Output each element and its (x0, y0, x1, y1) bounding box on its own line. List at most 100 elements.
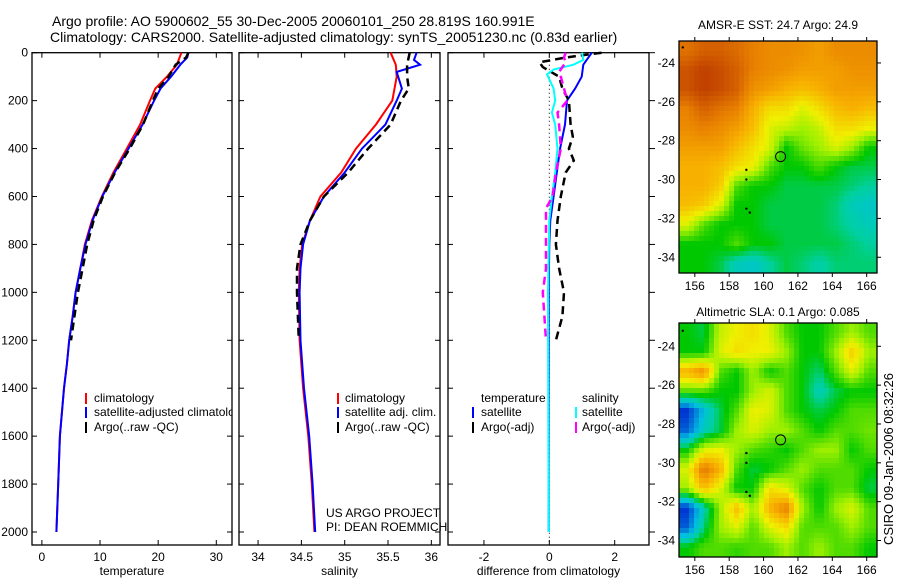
coast-point (745, 461, 748, 465)
x-tick-label: -2 (479, 550, 490, 564)
legend-climatology: climatology (94, 391, 155, 405)
legend-marker (472, 422, 474, 433)
map-y-tick-label: -32 (658, 495, 676, 509)
legend-marker (575, 422, 577, 433)
y-tick-label: 200 (8, 94, 28, 108)
y-tick-label: 400 (8, 142, 28, 156)
y-tick-label: 1000 (1, 285, 28, 299)
map-y-tick-label: -26 (658, 378, 676, 392)
y-tick-label: 1800 (1, 477, 28, 491)
legend-marker (337, 393, 339, 404)
map-x-tick-label: 166 (857, 279, 877, 293)
legend-satellite-adjusted: satellite-adjusted climatology (94, 406, 232, 418)
y-tick-label: 1200 (1, 333, 28, 347)
map-x-tick-label: 160 (754, 563, 774, 577)
x-tick-label: 0 (39, 550, 46, 564)
legend-satellite-adj: satellite adj. clim. (345, 405, 437, 419)
x-tick-label: 34 (251, 550, 265, 564)
x-axis-label: difference from climatology (477, 564, 620, 578)
x-tick-label: 35.5 (376, 550, 400, 564)
y-tick-label: 0 (21, 46, 28, 60)
map-y-tick-label: -24 (658, 56, 676, 70)
sla-map-field (679, 323, 877, 557)
series-satellite-adjusted-climatology (55, 52, 190, 533)
map-x-tick-label: 160 (754, 279, 774, 293)
map-x-tick-label: 164 (822, 279, 842, 293)
coast-point (745, 168, 748, 172)
coast-point (745, 451, 748, 455)
map-x-tick-label: 156 (685, 563, 705, 577)
timestamp-stamp: CSIRO 09-Jan-2006 08:32:26 (881, 373, 896, 545)
x-tick-label: 36 (425, 550, 439, 564)
argo-position-marker (775, 434, 787, 446)
map-y-tick-label: -34 (658, 250, 676, 264)
x-axis-label: temperature (100, 564, 165, 578)
x-tick-label: 0 (546, 550, 553, 564)
legend-marker (472, 407, 474, 418)
legend-marker (85, 422, 87, 433)
series-temperature-argo-adj- (537, 51, 602, 341)
sst-map-field (679, 41, 877, 273)
legend-sal-satellite: satellite (582, 405, 623, 419)
x-tick-label: 34.5 (290, 550, 314, 564)
map-x-tick-label: 156 (685, 279, 705, 293)
x-tick-label: 35 (338, 550, 352, 564)
series-salinity-argo-adj- (541, 52, 569, 341)
legend-marker (85, 393, 87, 404)
map-y-tick-label: -28 (658, 134, 676, 148)
series-satellite-adj-clim- (298, 52, 423, 533)
plot-frame (31, 52, 233, 546)
y-tick-label: 600 (8, 189, 28, 203)
y-tick-label: 800 (8, 237, 28, 251)
coast-point (748, 494, 752, 498)
map-x-tick-label: 166 (857, 563, 877, 577)
y-tick-label: 1600 (1, 429, 28, 443)
sla-map-title: Altimetric SLA: 0.1 Argo: 0.085 (696, 305, 860, 319)
legend-marker (85, 407, 87, 418)
legend-temp-satellite: satellite (481, 405, 522, 419)
legend-header-salinity: salinity (582, 391, 619, 405)
map-y-tick-label: -30 (658, 173, 676, 187)
series-climatology (297, 52, 398, 533)
series-argo-raw-qc- (69, 52, 190, 341)
legend-marker (575, 407, 577, 418)
coast-point (745, 490, 748, 494)
x-tick-label: 10 (93, 550, 107, 564)
map-x-tick-label: 162 (788, 563, 808, 577)
x-tick-label: 20 (151, 550, 165, 564)
map-y-tick-label: -34 (658, 533, 676, 547)
x-tick-label: 2 (611, 550, 618, 564)
map-y-tick-label: -30 (658, 456, 676, 470)
legend-sal-argo: Argo(-adj) (582, 420, 636, 434)
legend-marker (337, 422, 339, 433)
legend-marker (337, 407, 339, 418)
legend-argo: Argo(..raw -QC) (345, 420, 430, 434)
legend-argo: Argo(..raw -QC) (94, 420, 179, 434)
pi-credit: PI: DEAN ROEMMICH (326, 520, 448, 534)
series-argo-raw-qc- (295, 52, 411, 341)
legend-header-temperature: temperature (481, 391, 546, 405)
coast-point (681, 46, 684, 49)
argo-position-marker (775, 151, 787, 163)
map-frame (678, 322, 878, 558)
map-y-tick-label: -32 (658, 211, 676, 225)
profile-title: Argo profile: AO 5900602_55 30-Dec-2005 … (52, 13, 535, 29)
legend-temp-argo: Argo(-adj) (481, 420, 535, 434)
x-tick-label: 30 (210, 550, 224, 564)
climatology-subtitle: Climatology: CARS2000. Satellite-adjuste… (50, 29, 618, 45)
x-axis-label: salinity (321, 564, 358, 578)
coast-point (745, 207, 748, 210)
map-frame (678, 40, 878, 274)
y-tick-label: 2000 (1, 525, 28, 539)
plot-frame (447, 52, 650, 546)
legend-climatology: climatology (345, 391, 406, 405)
map-x-tick-label: 162 (788, 279, 808, 293)
sst-map-title: AMSR-E SST: 24.7 Argo: 24.9 (697, 18, 859, 32)
map-x-tick-label: 158 (719, 279, 739, 293)
coast-point (745, 178, 748, 181)
map-y-tick-label: -26 (658, 95, 676, 109)
map-y-tick-label: -24 (658, 339, 676, 353)
map-x-tick-label: 158 (719, 563, 739, 577)
y-tick-label: 1400 (1, 381, 28, 395)
